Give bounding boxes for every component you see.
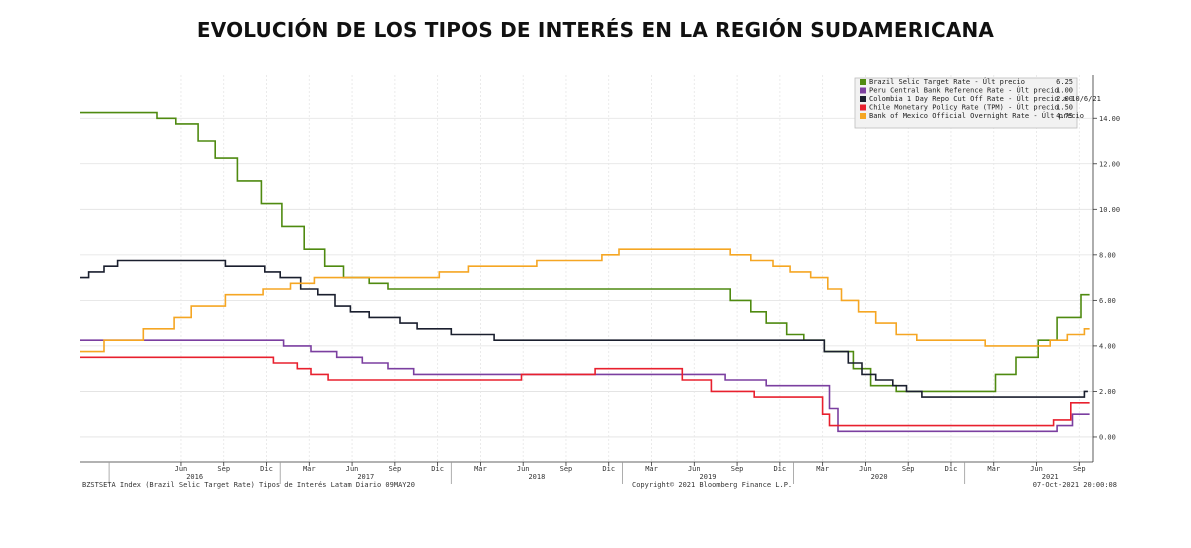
year-label: 2017 bbox=[357, 473, 374, 481]
year-label: 2016 bbox=[186, 473, 203, 481]
legend-swatch bbox=[860, 113, 866, 119]
year-label: 2021 bbox=[1042, 473, 1059, 481]
legend-value: 6.25 bbox=[1056, 78, 1073, 86]
legend: Brazil Selic Target Rate - Últ precio 6.2… bbox=[854, 77, 1101, 129]
x-tick-label: Sep bbox=[1073, 465, 1086, 473]
y-tick-label: 6.00 bbox=[1099, 297, 1116, 305]
x-tick-label: Sep bbox=[902, 465, 915, 473]
legend-label: Bank of Mexico Official Overnight Rate -… bbox=[869, 111, 1084, 120]
legend-value: 2.00 bbox=[1056, 95, 1073, 103]
series-layer bbox=[80, 111, 1090, 433]
x-tick-label: Mar bbox=[816, 465, 829, 473]
x-tick-label: Sep bbox=[560, 465, 573, 473]
x-tick-label: Dic bbox=[602, 465, 615, 473]
legend-value: 4.75 bbox=[1056, 112, 1073, 120]
x-tick-label: Dic bbox=[431, 465, 444, 473]
x-tick-label: Dic bbox=[260, 465, 273, 473]
y-tick-label: 2.00 bbox=[1099, 388, 1116, 396]
x-tick-label: Mar bbox=[645, 465, 658, 473]
x-tick-label: Mar bbox=[474, 465, 487, 473]
y-tick-label: 14.00 bbox=[1099, 115, 1120, 123]
plot-area bbox=[80, 75, 1093, 462]
legend-label: Chile Monetary Policy Rate (TPM) - Últ p… bbox=[869, 103, 1059, 112]
series-line bbox=[80, 248, 1090, 353]
x-tick-label: Jun bbox=[859, 465, 872, 473]
footer-right: 07-Oct-2021 20:00:08 bbox=[1033, 481, 1117, 489]
x-tick-label: Mar bbox=[303, 465, 316, 473]
legend-label: Peru Central Bank Reference Rate - Últ p… bbox=[869, 86, 1059, 95]
y-tick-label: 10.00 bbox=[1099, 206, 1120, 214]
series-line bbox=[80, 259, 1088, 398]
year-label: 2020 bbox=[871, 473, 888, 481]
x-tick-label: Sep bbox=[389, 465, 402, 473]
x-tick-label: Sep bbox=[731, 465, 744, 473]
x-tick-label: Mar bbox=[987, 465, 1000, 473]
y-tick-label: 12.00 bbox=[1099, 160, 1120, 168]
legend-label: Brazil Selic Target Rate - Últ precio bbox=[869, 77, 1025, 86]
x-tick-label: Jun bbox=[688, 465, 701, 473]
y-tick-label: 8.00 bbox=[1099, 251, 1116, 259]
legend-swatch bbox=[860, 87, 866, 94]
y-tick-label: 4.00 bbox=[1099, 342, 1116, 350]
footer: BZSTSETA Index (Brazil Selic Target Rate… bbox=[82, 481, 1117, 489]
x-tick-label: Jun bbox=[517, 465, 530, 473]
year-label: 2019 bbox=[700, 473, 717, 481]
legend-value: 1.00 bbox=[1056, 87, 1073, 95]
footer-center: Copyright© 2021 Bloomberg Finance L.P. bbox=[632, 481, 792, 489]
x-axis: Jun Sep Dic Mar Jun Sep Dic Mar Jun Sep Dic Mar Jun S… bbox=[80, 461, 1093, 484]
x-tick-label: Jun bbox=[346, 465, 359, 473]
footer-left: BZSTSETA Index (Brazil Selic Target Rate… bbox=[82, 481, 415, 489]
y-tick-label: 0.00 bbox=[1099, 433, 1116, 441]
y-axis: 14.00 12.00 10.00 8.00 6.00 4.00 2.00 0.00 bbox=[1092, 75, 1120, 462]
x-tick-label: Dic bbox=[774, 465, 787, 473]
x-tick-label: Jun bbox=[175, 465, 188, 473]
legend-value: 1.50 bbox=[1056, 104, 1073, 112]
chart-title: EVOLUCIÓN DE LOS TIPOS DE INTERÉS EN LA … bbox=[196, 18, 995, 42]
grid-lines bbox=[80, 75, 1093, 462]
legend-box bbox=[854, 77, 1078, 129]
x-tick-label: Sep bbox=[217, 465, 230, 473]
legend-label: Colombia 1 Day Repo Cut Off Rate - Últ p… bbox=[869, 94, 1101, 103]
legend-swatch bbox=[860, 79, 866, 85]
series-line bbox=[80, 356, 1090, 427]
legend-swatch bbox=[860, 104, 866, 111]
series-line bbox=[80, 111, 1090, 393]
x-tick-label: Jun bbox=[1030, 465, 1043, 473]
legend-swatch bbox=[860, 96, 866, 102]
x-tick-label: Dic bbox=[945, 465, 958, 473]
year-label: 2018 bbox=[528, 473, 545, 481]
